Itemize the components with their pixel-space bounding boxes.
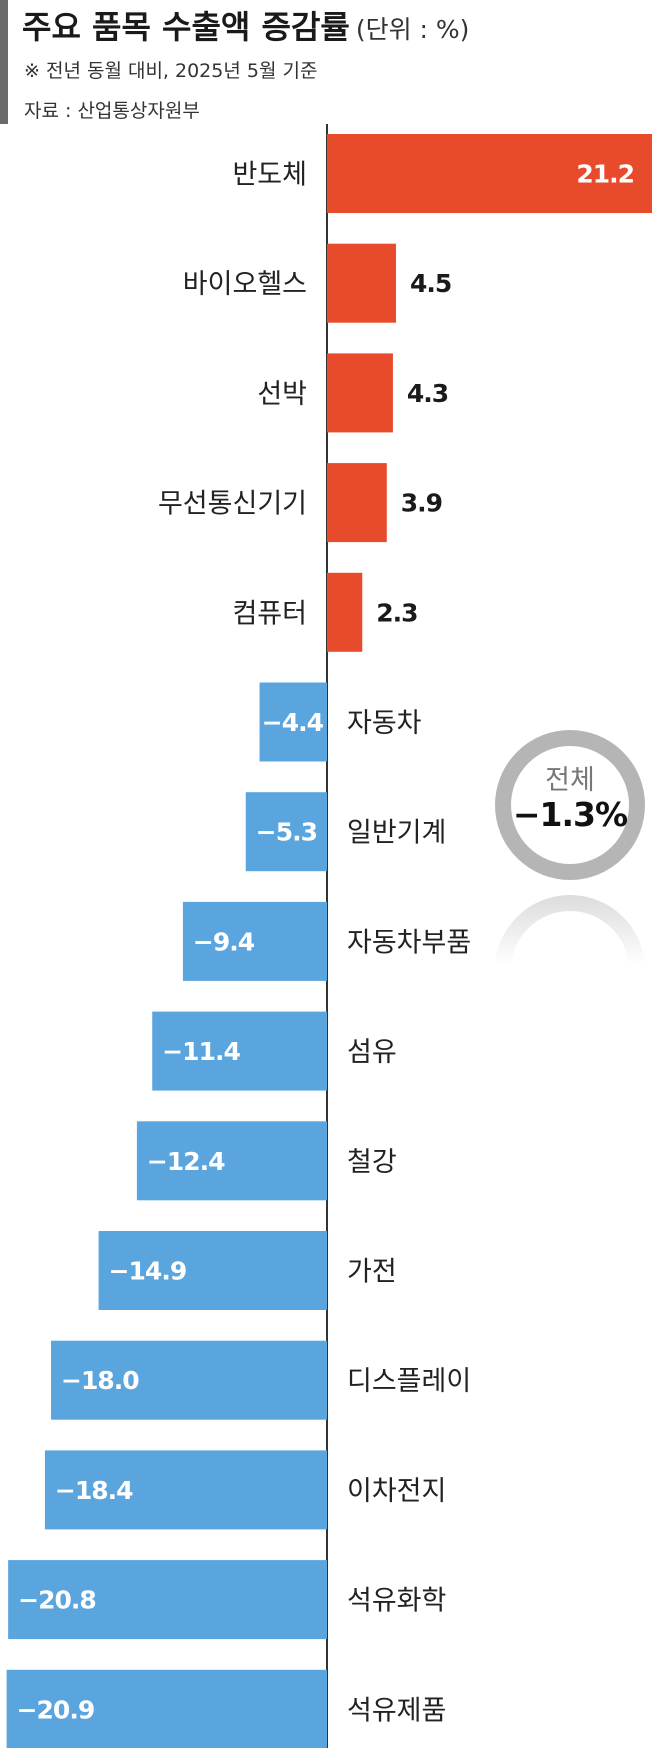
category-label-8: 섬유 [347,1037,397,1068]
value-label-11: −18.0 [61,1366,139,1395]
value-label-1: 4.5 [410,269,451,298]
bar-9 [136,1121,327,1201]
category-label-14: 석유제품 [347,1695,446,1726]
value-label-3: 3.9 [401,489,442,518]
category-label-13: 석유화학 [347,1586,446,1617]
bar-8 [152,1011,327,1091]
category-label-4: 컴퓨터 [232,598,307,629]
chart-source: 자료 : 산업통상자원부 [24,100,200,122]
category-label-2: 선박 [257,379,307,410]
bar-0 [327,134,652,213]
bar-7 [182,901,327,981]
chart-note: ※ 전년 동월 대비, 2025년 5월 기준 [24,60,318,82]
value-label-2: 4.3 [407,379,448,408]
total-ring-reflection [495,895,645,965]
value-label-9: −12.4 [147,1147,225,1176]
category-label-11: 디스플레이 [347,1366,471,1397]
bar-6 [245,792,327,872]
category-label-0: 반도체 [232,160,307,191]
bar-4 [327,572,363,652]
category-label-12: 이차전지 [347,1476,446,1507]
chart-title: 주요 품목 수출액 증감률 (단위 : %) [22,8,470,46]
total-value: −1.3% [512,795,628,834]
unit-label: (단위 : %) [355,15,470,44]
category-label-3: 무선통신기기 [158,489,307,520]
bar-3 [327,463,387,543]
category-label-5: 자동차 [347,708,422,739]
header-accent-bar [0,0,8,124]
value-label-6: −5.3 [256,818,317,847]
value-label-13: −20.8 [18,1586,96,1615]
value-label-0: 21.2 [576,160,634,189]
bar-1 [327,243,396,323]
value-label-7: −9.4 [193,927,255,956]
value-label-5: −4.4 [262,708,324,737]
value-label-8: −11.4 [162,1037,240,1066]
bar-10 [98,1231,327,1310]
bar-2 [327,353,393,433]
bar-14 [6,1669,327,1748]
category-label-6: 일반기계 [347,818,446,849]
bar-11 [51,1340,327,1420]
value-label-10: −14.9 [109,1257,187,1286]
value-label-12: −18.4 [55,1476,133,1505]
bar-13 [8,1560,327,1640]
value-label-14: −20.9 [17,1695,95,1724]
total-label: 전체 [545,765,595,796]
category-label-9: 철강 [347,1147,397,1178]
category-label-1: 바이오헬스 [183,269,307,300]
bar-5 [259,682,327,762]
bar-12 [44,1450,327,1530]
category-label-7: 자동차부품 [347,927,471,958]
category-label-10: 가전 [347,1257,397,1288]
value-label-4: 2.3 [376,598,417,627]
